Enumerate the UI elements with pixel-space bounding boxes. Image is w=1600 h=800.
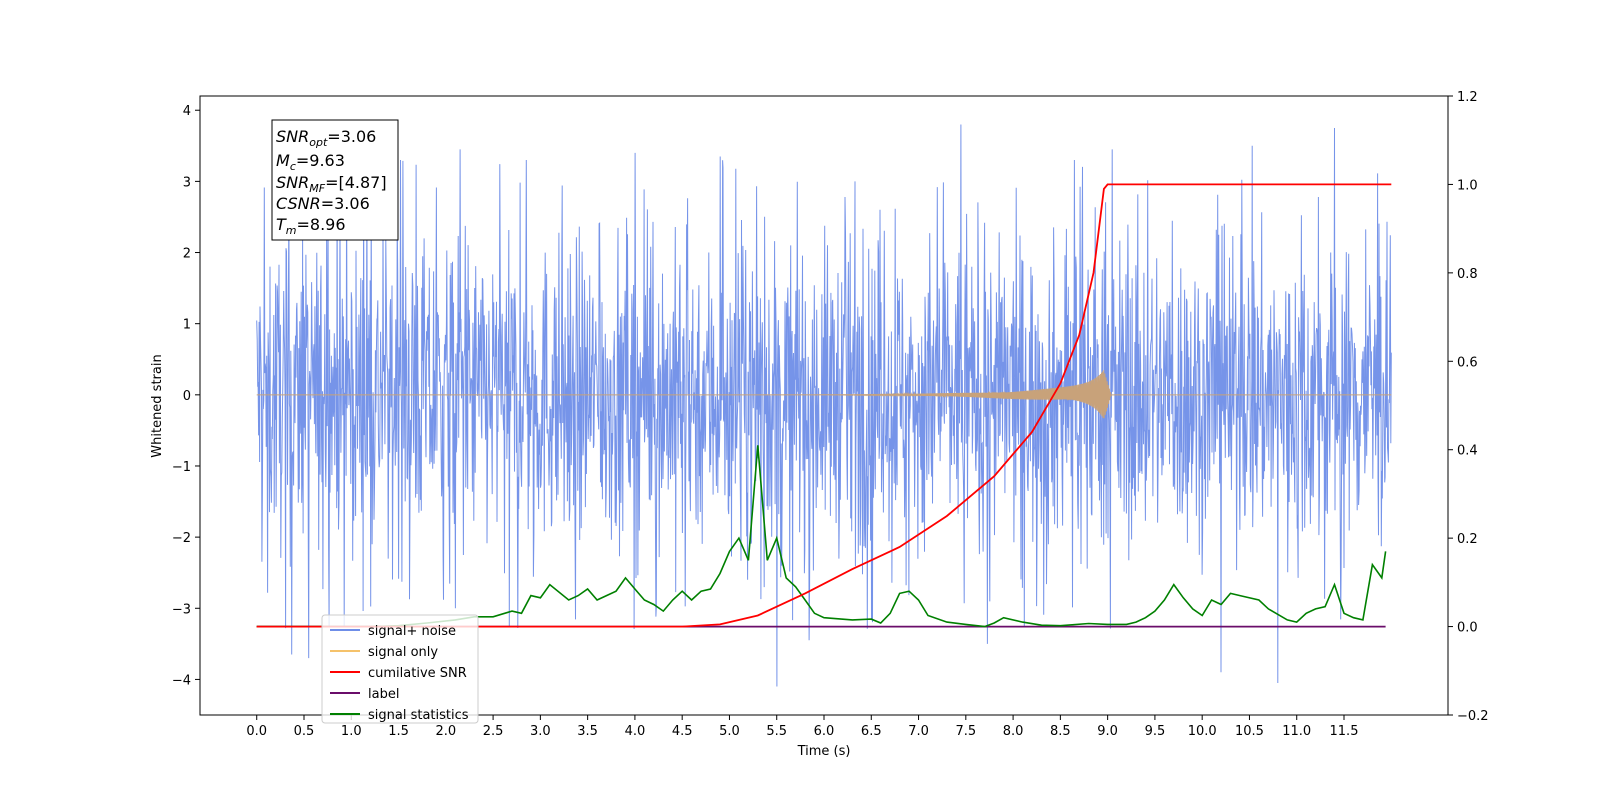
x-tick-label: 2.0: [435, 724, 456, 739]
y-axis-left: −4 −3 −2 −1 0 1 2 3 4: [172, 104, 200, 688]
y2-tick-label: 0.8: [1457, 267, 1478, 282]
y-axis-right: −0.2 0.0 0.2 0.4 0.6 0.8 1.0 1.2: [1448, 90, 1489, 724]
x-tick-label: 5.0: [719, 724, 740, 739]
x-tick-label: 2.5: [483, 724, 504, 739]
y-tick-label: −4: [172, 673, 191, 688]
y2-tick-label: 0.4: [1457, 444, 1478, 459]
y-tick-label: −2: [172, 531, 191, 546]
y-tick-label: −1: [172, 460, 191, 475]
y2-tick-label: 1.2: [1457, 90, 1478, 105]
y2-tick-label: 0.6: [1457, 355, 1478, 370]
info-csnr: CSNR=3.06: [276, 194, 370, 213]
x-tick-label: 4.5: [672, 724, 693, 739]
x-tick-label: 7.5: [955, 724, 976, 739]
y2-tick-label: 0.0: [1457, 621, 1478, 636]
y-tick-label: 2: [183, 247, 191, 262]
y2-tick-label: −0.2: [1457, 709, 1489, 724]
x-tick-label: 9.5: [1145, 724, 1166, 739]
y-tick-label: 0: [183, 389, 191, 404]
x-tick-label: 6.0: [814, 724, 835, 739]
info-box-frame: [271, 119, 399, 241]
y-tick-label: 4: [183, 104, 191, 119]
series-signal-only: [256, 370, 1392, 419]
y-tick-label: 3: [183, 175, 191, 190]
x-tick-label: 8.5: [1050, 724, 1071, 739]
legend-label: signal only: [368, 645, 438, 660]
y2-tick-label: 0.2: [1457, 532, 1478, 547]
legend: signal+ noise signal only cumilative SNR la…: [321, 614, 479, 724]
x-axis-label: Time (s): [797, 744, 851, 759]
x-tick-label: 3.5: [577, 724, 598, 739]
x-tick-label: 6.5: [861, 724, 882, 739]
x-tick-label: 11.5: [1330, 724, 1359, 739]
y-axis-label: Whitened strain: [150, 354, 165, 457]
legend-label: cumilative SNR: [368, 666, 467, 681]
info-tm: Tm=8.96: [276, 215, 346, 237]
x-tick-label: 1.0: [341, 724, 362, 739]
legend-label: label: [368, 687, 399, 702]
x-tick-label: 3.0: [530, 724, 551, 739]
x-tick-label: 5.5: [766, 724, 787, 739]
legend-frame: [321, 614, 479, 724]
x-tick-label: 7.0: [908, 724, 929, 739]
series-cumulative-snr: [256, 183, 1392, 628]
x-tick-label: 4.0: [625, 724, 646, 739]
info-snr-opt: SNRopt=3.06: [276, 127, 376, 149]
legend-label: signal statistics: [368, 708, 469, 723]
info-snr-mf: SNRMF=[4.87]: [276, 173, 387, 195]
info-box: SNRopt=3.06 Mc=9.63 SNRMF=[4.87] CSNR=3.…: [271, 119, 399, 241]
series-signal-statistics: [256, 445, 1387, 628]
series-signal-noise: [256, 124, 1392, 687]
y-tick-label: 1: [183, 318, 191, 333]
x-tick-label: 9.0: [1097, 724, 1118, 739]
x-tick-label: 11.0: [1282, 724, 1311, 739]
x-tick-label: 8.0: [1003, 724, 1024, 739]
y2-tick-label: 1.0: [1457, 178, 1478, 193]
x-tick-label: 0.0: [246, 724, 267, 739]
x-tick-label: 10.5: [1235, 724, 1264, 739]
y-tick-label: −3: [172, 602, 191, 617]
x-tick-label: 1.5: [388, 724, 409, 739]
x-tick-label: 10.0: [1188, 724, 1217, 739]
x-tick-label: 0.5: [294, 724, 315, 739]
series-layer: [256, 124, 1392, 687]
info-mc: Mc=9.63: [276, 151, 345, 173]
legend-label: signal+ noise: [368, 624, 456, 639]
x-axis: 0.0 0.5 1.0 1.5 2.0 2.5 3.0 3.5 4.0 4.5 5.0 5.5 6.0 6…: [246, 715, 1358, 739]
